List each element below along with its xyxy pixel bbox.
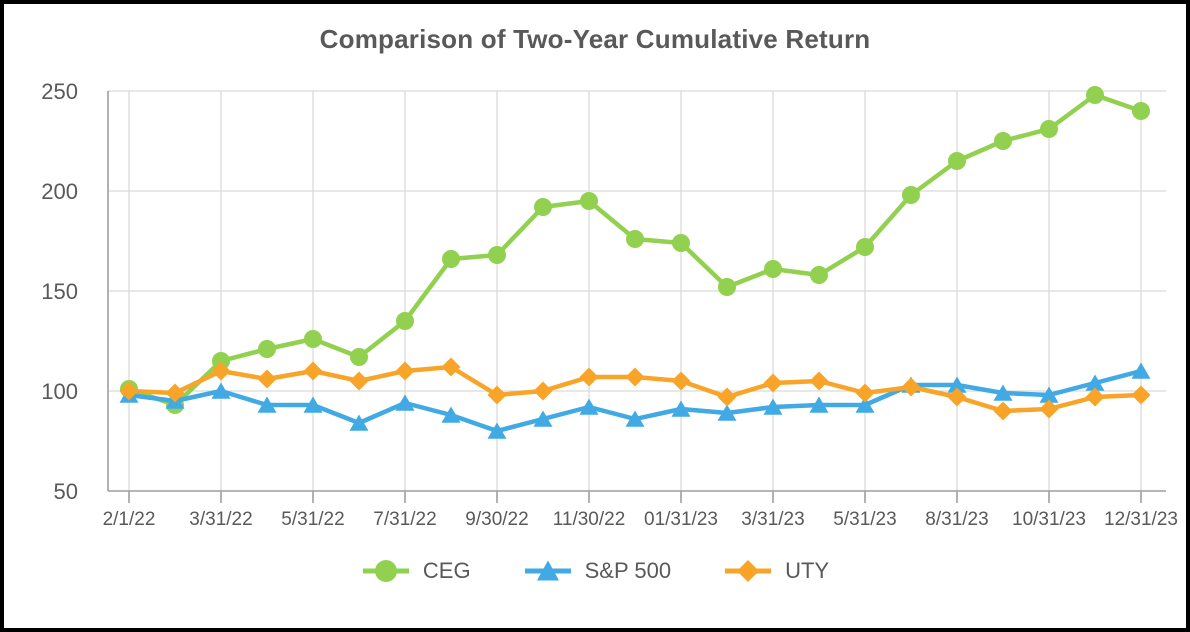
data-point-marker bbox=[993, 384, 1013, 401]
data-point-marker bbox=[671, 371, 691, 391]
data-point-marker bbox=[763, 373, 783, 393]
data-point-marker bbox=[717, 387, 737, 407]
data-point-marker bbox=[441, 357, 461, 377]
data-point-marker bbox=[349, 414, 369, 431]
data-point-marker bbox=[855, 383, 875, 403]
triangle-glyph bbox=[536, 560, 559, 581]
data-point-marker bbox=[395, 361, 415, 381]
data-point-marker bbox=[1131, 362, 1151, 379]
legend-label-ceg: CEG bbox=[422, 558, 471, 583]
data-point-marker bbox=[625, 367, 645, 387]
diamond-glyph bbox=[737, 560, 760, 582]
y-tick-label: 250 bbox=[41, 79, 78, 104]
triangle-marker-icon bbox=[524, 560, 571, 581]
data-point-marker bbox=[1039, 386, 1059, 403]
chart-title: Comparison of Two-Year Cumulative Return bbox=[319, 24, 871, 54]
data-point-marker bbox=[994, 132, 1012, 150]
circle-marker-icon bbox=[362, 560, 409, 582]
data-point-marker bbox=[350, 348, 368, 366]
x-tick-label: 5/31/22 bbox=[281, 509, 344, 530]
x-tick-label: 8/31/23 bbox=[925, 509, 988, 530]
data-point-marker bbox=[764, 260, 782, 278]
series-line bbox=[126, 92, 1144, 408]
diamond-marker-icon bbox=[725, 560, 772, 582]
data-point-marker bbox=[763, 398, 783, 415]
data-point-marker bbox=[579, 367, 599, 387]
data-point-marker bbox=[303, 361, 323, 381]
data-point-marker bbox=[442, 250, 460, 268]
data-point-marker bbox=[534, 198, 552, 216]
data-point-marker bbox=[625, 410, 645, 427]
data-point-marker bbox=[580, 192, 598, 210]
chart-legend: CEG S&P 500 UTY bbox=[4, 557, 1186, 585]
legend-item-sp500: S&P 500 bbox=[523, 557, 671, 585]
legend-item-ceg: CEG bbox=[361, 557, 471, 585]
legend-label-sp500: S&P 500 bbox=[584, 558, 672, 583]
data-point-marker bbox=[809, 396, 829, 413]
data-point-marker bbox=[810, 266, 828, 284]
y-tick-label: 150 bbox=[41, 279, 78, 304]
data-point-marker bbox=[672, 234, 690, 252]
data-point-marker bbox=[809, 371, 829, 391]
data-point-marker bbox=[856, 238, 874, 256]
chart-plot-area: 2/1/22 3/31/22 5/31/22 7/31/22 9/30/22 11/30/… bbox=[41, 79, 1178, 530]
x-tick-label: 01/31/23 bbox=[644, 509, 718, 530]
x-tick-label: 5/31/23 bbox=[833, 509, 896, 530]
x-tick-label: 2/1/22 bbox=[103, 509, 156, 530]
data-point-marker bbox=[533, 410, 553, 427]
data-point-marker bbox=[349, 371, 369, 391]
data-point-marker bbox=[717, 404, 737, 421]
data-point-marker bbox=[212, 352, 230, 370]
data-point-marker bbox=[441, 406, 461, 423]
x-tick-label: 3/31/22 bbox=[189, 509, 252, 530]
data-point-marker bbox=[1132, 102, 1150, 120]
data-point-marker bbox=[395, 394, 415, 411]
data-point-marker bbox=[626, 230, 644, 248]
data-point-marker bbox=[396, 312, 414, 330]
data-point-marker bbox=[487, 385, 507, 405]
data-point-marker bbox=[947, 387, 967, 407]
x-tick-label: 7/31/22 bbox=[373, 509, 436, 530]
data-point-marker bbox=[1085, 374, 1105, 391]
x-tick-label: 9/30/22 bbox=[465, 509, 528, 530]
data-point-marker bbox=[902, 186, 920, 204]
data-point-marker bbox=[487, 422, 507, 439]
legend-item-uty: UTY bbox=[723, 557, 829, 585]
data-point-marker bbox=[1086, 86, 1104, 104]
y-tick-label: 200 bbox=[41, 179, 78, 204]
x-tick-label: 12/31/23 bbox=[1104, 509, 1178, 530]
data-point-marker bbox=[718, 278, 736, 296]
legend-label-uty: UTY bbox=[785, 558, 830, 583]
data-point-marker bbox=[1040, 120, 1058, 138]
data-point-marker bbox=[257, 369, 277, 389]
data-point-marker bbox=[211, 382, 231, 399]
data-point-marker bbox=[488, 246, 506, 264]
data-point-marker bbox=[671, 400, 691, 417]
data-point-marker bbox=[533, 381, 553, 401]
y-tick-label: 100 bbox=[41, 379, 78, 404]
data-point-marker bbox=[993, 401, 1013, 421]
data-point-marker bbox=[579, 398, 599, 415]
data-point-marker bbox=[304, 330, 322, 348]
x-tick-label: 11/30/22 bbox=[553, 509, 626, 530]
data-point-marker bbox=[1131, 385, 1151, 405]
data-point-marker bbox=[258, 340, 276, 358]
data-point-marker bbox=[855, 396, 875, 413]
circle-glyph bbox=[374, 560, 397, 582]
data-point-marker bbox=[1085, 387, 1105, 407]
x-tick-label: 3/31/23 bbox=[741, 509, 804, 530]
data-point-marker bbox=[165, 383, 185, 403]
data-point-marker bbox=[303, 396, 323, 413]
data-point-marker bbox=[257, 396, 277, 413]
data-point-marker bbox=[901, 377, 921, 397]
data-point-marker bbox=[1039, 399, 1059, 419]
data-point-marker bbox=[948, 152, 966, 170]
data-point-marker bbox=[211, 361, 231, 381]
data-point-marker bbox=[119, 381, 139, 401]
y-tick-label: 50 bbox=[54, 479, 78, 504]
data-point-marker bbox=[947, 376, 967, 393]
x-tick-label: 10/31/23 bbox=[1012, 509, 1086, 530]
